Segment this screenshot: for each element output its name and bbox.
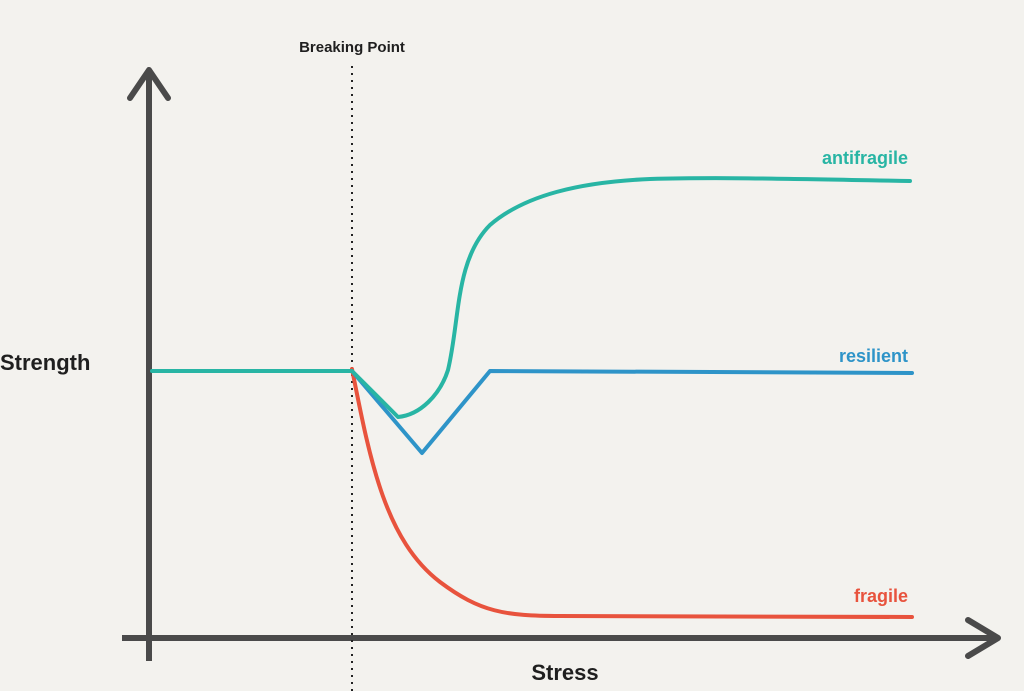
series-label-fragile: fragile — [854, 586, 908, 606]
series-line-antifragile — [150, 176, 912, 419]
y-axis-label: Strength — [0, 350, 90, 375]
series-line-resilient — [350, 369, 914, 455]
series-line-fragile — [350, 367, 914, 619]
x-axis-label: Stress — [531, 660, 598, 685]
x-axis-arrow-icon — [965, 617, 1001, 659]
series-label-antifragile: antifragile — [822, 148, 908, 168]
y-axis-arrow-icon — [127, 67, 171, 101]
breaking-point-label: Breaking Point — [299, 39, 405, 56]
series-label-resilient: resilient — [839, 346, 908, 366]
